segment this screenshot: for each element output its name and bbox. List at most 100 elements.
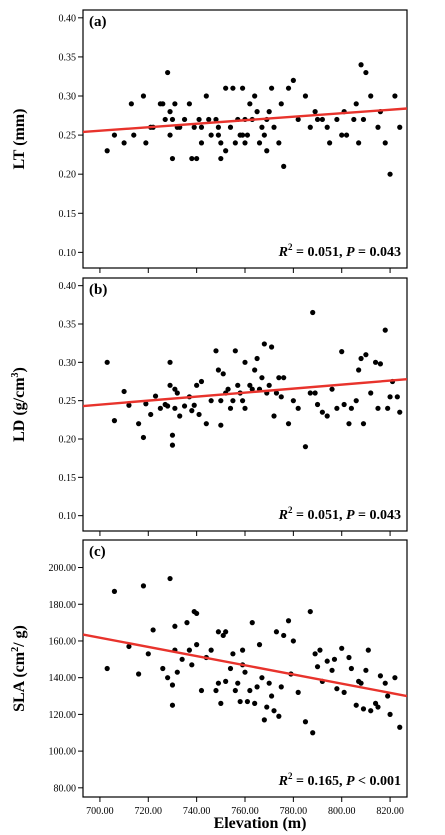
data-point xyxy=(174,390,180,396)
data-point xyxy=(365,647,371,653)
data-point xyxy=(215,629,222,635)
stats-annotation: R2 = 0.165, P < 0.001 xyxy=(278,771,401,789)
data-point xyxy=(239,398,246,404)
data-point xyxy=(225,386,231,392)
data-point xyxy=(264,704,270,710)
y-tick-label: 0.35 xyxy=(59,320,77,331)
r2-symbol: R xyxy=(278,508,288,523)
data-point xyxy=(261,132,267,138)
data-point xyxy=(372,700,379,706)
data-point xyxy=(281,632,287,639)
data-point xyxy=(189,408,195,414)
data-point xyxy=(194,642,200,648)
data-point xyxy=(295,116,301,123)
data-point xyxy=(358,680,364,686)
y-tick-label: 0.15 xyxy=(59,209,77,220)
data-point xyxy=(285,85,292,91)
data-point xyxy=(230,85,236,91)
data-point xyxy=(186,101,192,107)
y-axis-label-superscript: 3 xyxy=(10,372,21,377)
x-tick-label: 820.00 xyxy=(376,806,404,817)
data-point xyxy=(261,341,267,347)
data-point xyxy=(235,680,241,686)
data-point xyxy=(227,124,234,130)
data-point xyxy=(348,405,354,411)
data-point xyxy=(218,700,224,706)
data-point xyxy=(363,69,369,76)
data-point xyxy=(150,627,156,633)
data-point xyxy=(334,405,340,411)
data-point xyxy=(198,124,205,130)
y-tick-label: 80.00 xyxy=(54,783,77,794)
y-tick-label: 0.35 xyxy=(59,52,77,63)
data-point xyxy=(356,140,362,146)
data-point xyxy=(184,620,190,626)
data-point xyxy=(254,109,260,115)
r2-value: 0.051 xyxy=(307,245,339,260)
plot-frame xyxy=(82,539,408,798)
data-point xyxy=(254,355,260,362)
data-point xyxy=(259,675,265,681)
panel-label: (a) xyxy=(89,14,107,30)
data-point xyxy=(152,393,159,399)
data-point xyxy=(208,398,214,404)
data-point xyxy=(302,444,309,450)
data-point xyxy=(191,124,197,130)
data-point xyxy=(329,386,335,392)
data-point xyxy=(136,421,142,427)
data-point xyxy=(314,116,321,123)
data-point xyxy=(271,413,277,419)
y-tick-label: 0.25 xyxy=(59,396,77,407)
data-point xyxy=(242,140,248,146)
data-point xyxy=(223,85,229,91)
separator: , xyxy=(339,508,346,523)
p-relation: = xyxy=(355,245,370,260)
panel-label: (b) xyxy=(89,282,107,298)
data-point xyxy=(165,403,171,409)
eq-sign: = xyxy=(292,508,307,523)
data-point xyxy=(271,124,277,130)
data-point xyxy=(242,669,248,675)
data-point xyxy=(220,632,226,639)
data-point xyxy=(247,101,253,107)
data-point xyxy=(194,155,200,162)
trend-line xyxy=(83,378,407,408)
data-point xyxy=(363,352,369,358)
panel-3: 80.00 100.00 120.00 140.00 160.00 180.00 200.0… xyxy=(10,539,408,817)
data-point xyxy=(126,643,132,650)
r2-superscript: 2 xyxy=(288,242,293,252)
data-point xyxy=(324,413,330,419)
y-axis-label: LT (mm) xyxy=(11,109,28,170)
eq-sign: = xyxy=(292,774,307,789)
data-point xyxy=(172,623,178,629)
data-point xyxy=(104,665,110,672)
data-point xyxy=(368,708,374,714)
data-point xyxy=(314,401,321,408)
y-tick-label: 160.00 xyxy=(49,636,77,647)
data-point xyxy=(140,93,147,99)
data-point xyxy=(194,610,200,617)
data-point xyxy=(307,124,313,130)
data-point xyxy=(230,651,236,657)
p-relation: < xyxy=(355,774,370,789)
y-tick-label: 0.30 xyxy=(59,92,77,103)
y-tick-label: 0.20 xyxy=(59,435,77,446)
y-axis-label-tail: ) xyxy=(11,367,28,372)
data-point xyxy=(372,359,379,365)
data-point xyxy=(307,390,313,396)
p-value: 0.043 xyxy=(370,508,402,523)
data-point xyxy=(177,413,183,419)
data-point xyxy=(392,93,398,99)
data-point xyxy=(126,402,132,408)
data-point xyxy=(143,401,149,407)
data-point xyxy=(237,698,243,705)
y-axis-label: SLA (cm2/ g) xyxy=(10,625,28,712)
data-point xyxy=(302,719,309,725)
data-point xyxy=(215,132,222,138)
data-point xyxy=(227,665,234,672)
data-point xyxy=(339,132,345,138)
data-point xyxy=(394,394,400,400)
data-point xyxy=(121,140,127,146)
y-tick-label: 140.00 xyxy=(49,673,77,684)
